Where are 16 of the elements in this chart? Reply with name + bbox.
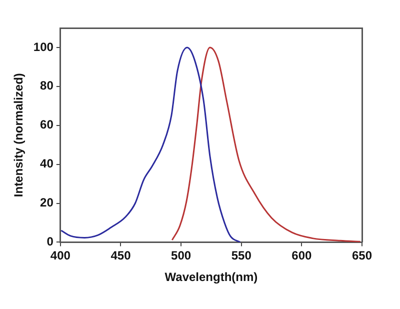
line-series xyxy=(171,46,362,242)
y-tick-label: 40 xyxy=(40,156,54,171)
x-tick-label: 650 xyxy=(352,248,372,263)
line-series xyxy=(60,46,241,242)
y-tick-label: 0 xyxy=(46,234,54,249)
x-tick-label: 600 xyxy=(292,248,312,263)
x-axis-title: Wavelength(nm) xyxy=(164,270,258,284)
x-tick-label: 550 xyxy=(231,248,252,263)
y-axis-title: Intensity (normalized) xyxy=(12,73,26,198)
y-tick-label: 60 xyxy=(40,118,54,132)
x-tick-label: 450 xyxy=(110,248,132,263)
y-tick-label: 20 xyxy=(40,196,54,210)
x-tick-label: 500 xyxy=(171,248,192,263)
y-tick-label: 100 xyxy=(33,40,54,54)
y-tick-label: 80 xyxy=(40,78,54,93)
x-tick-label: 400 xyxy=(50,248,71,263)
